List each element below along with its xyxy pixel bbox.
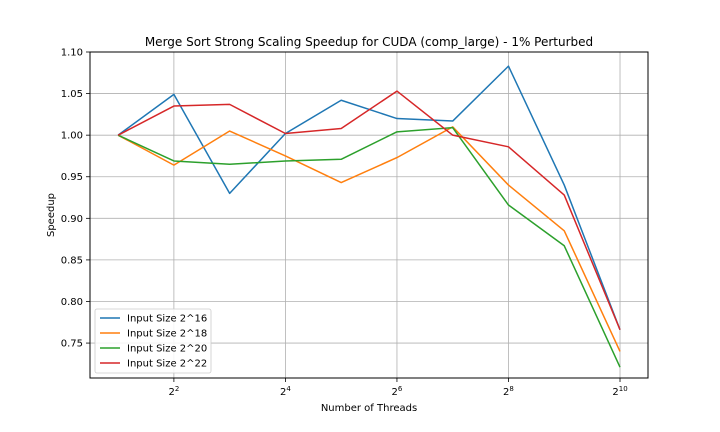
y-tick-label: 0.75: [61, 339, 83, 350]
x-tick-label: 210: [612, 385, 627, 398]
series-lines: [117, 65, 621, 368]
legend-label: Input Size 2^22: [127, 359, 207, 370]
legend-label: Input Size 2^16: [127, 314, 207, 325]
x-tick-label: 26: [392, 385, 403, 398]
x-tick-label: 24: [280, 385, 291, 398]
x-tick-label: 28: [503, 385, 514, 398]
legend-box: [94, 308, 212, 374]
y-tick-label: 1.05: [61, 89, 83, 100]
legend: Input Size 2^16 Input Size 2^18 Input Size…: [94, 308, 212, 374]
axis-ticks: 0.75 0.80 0.85 0.90 0.95 1.00 1.05 1.10 22 24 26 28…: [61, 48, 628, 399]
series-line-3: [117, 126, 621, 368]
y-tick-label: 0.80: [61, 297, 83, 308]
grid: [90, 51, 648, 378]
y-tick-label: 1.10: [61, 48, 83, 59]
y-tick-label: 1.00: [61, 131, 83, 142]
series-line-2: [117, 126, 621, 352]
legend-label: Input Size 2^20: [127, 344, 207, 355]
plot-area-frame: [89, 51, 649, 379]
x-axis-title: Number of Threads: [321, 403, 417, 414]
series-line-4: [117, 90, 621, 331]
y-tick-label: 0.95: [61, 172, 83, 183]
legend-label: Input Size 2^18: [127, 329, 207, 340]
y-axis-title: Speedup: [46, 193, 57, 237]
y-tick-label: 0.85: [61, 255, 83, 266]
x-tick-label: 22: [168, 385, 179, 398]
chart-title: Merge Sort Strong Scaling Speedup for CU…: [145, 35, 593, 49]
y-tick-label: 0.90: [61, 214, 83, 225]
